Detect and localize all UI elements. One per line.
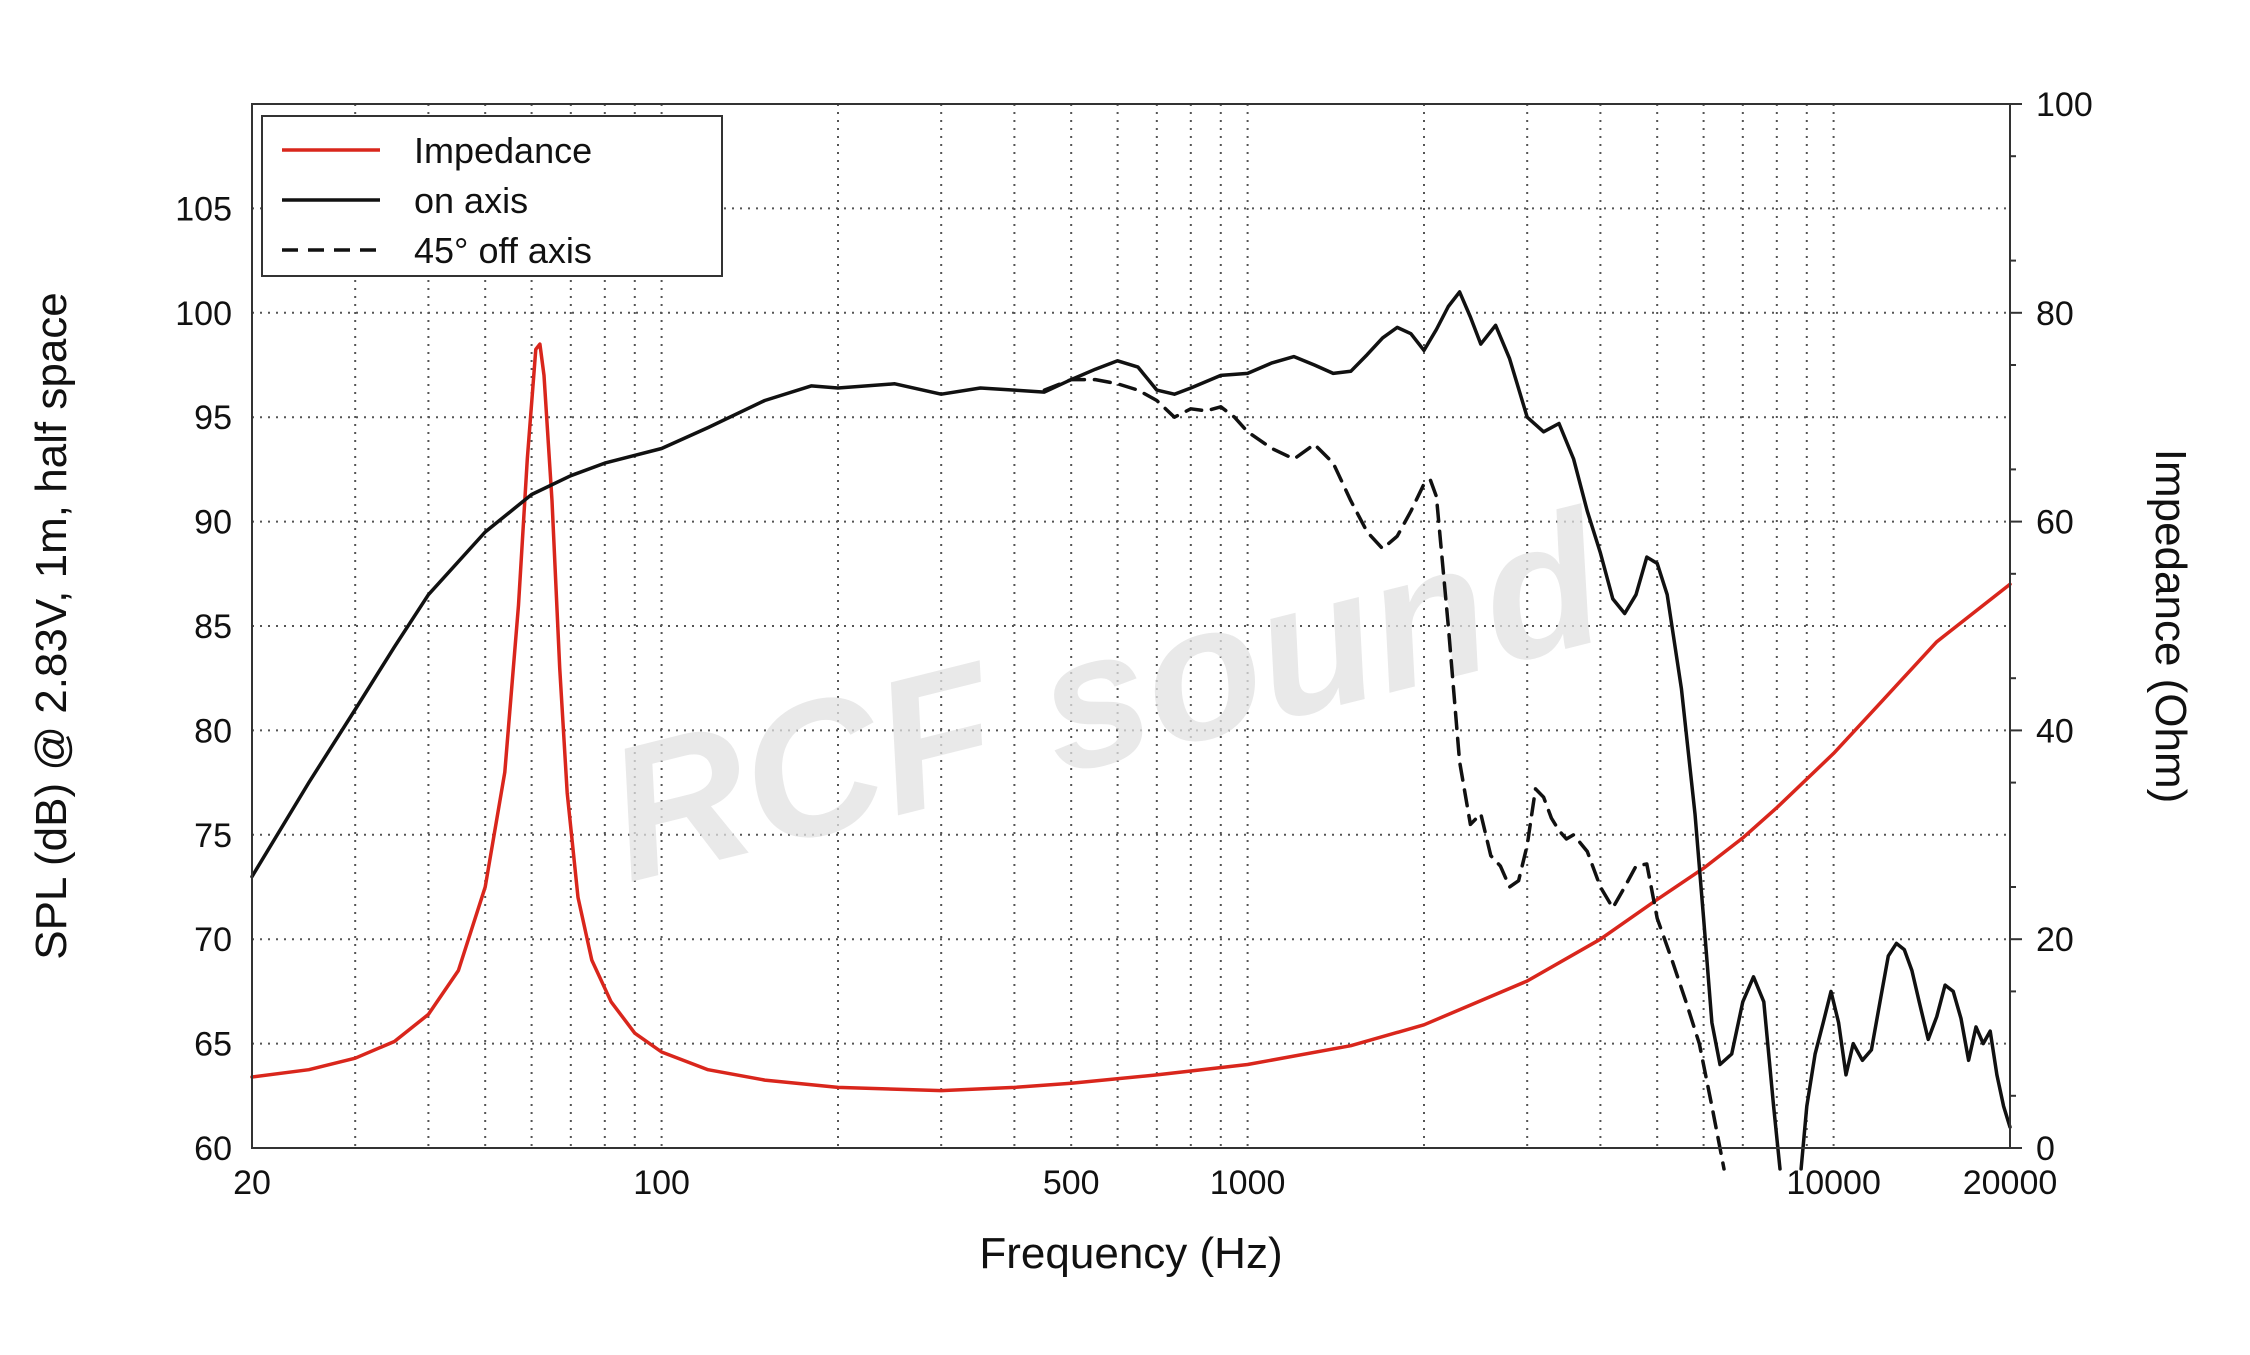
y2-tick-label: 60 bbox=[2036, 504, 2074, 542]
series-group bbox=[250, 290, 2012, 1171]
y-tick-label: 80 bbox=[194, 712, 232, 750]
plot-frame bbox=[251, 103, 2011, 1149]
y-tick-label: 85 bbox=[194, 608, 232, 646]
y-axis-title: SPL (dB) @ 2.83V, 1m, half space bbox=[27, 292, 76, 960]
x-tick-label: 500 bbox=[1043, 1164, 1100, 1202]
series-line-45-off-axis-3 bbox=[1042, 377, 1726, 1171]
y-tick-label: 75 bbox=[194, 817, 232, 855]
y-tick-label: 60 bbox=[194, 1130, 232, 1168]
y2-tick-label: 40 bbox=[2036, 712, 2074, 750]
y-tick-label: 90 bbox=[194, 504, 232, 542]
legend-label: on axis bbox=[414, 180, 528, 221]
y-tick-label: 95 bbox=[194, 399, 232, 437]
series-line-on-axis-1 bbox=[250, 290, 1782, 1171]
x-axis-title: Frequency (Hz) bbox=[979, 1229, 1282, 1278]
legend-label: Impedance bbox=[414, 130, 592, 171]
y-tick-label: 70 bbox=[194, 921, 232, 959]
y2-axis-title: Impedance (Ohm) bbox=[2146, 449, 2195, 804]
y-tick-label: 100 bbox=[175, 295, 232, 333]
y2-tick-label: 0 bbox=[2036, 1130, 2055, 1168]
tick-labels: 20 100 500 1000 10000 20000606570758085909510… bbox=[175, 86, 2092, 1202]
series-line-impedance-0 bbox=[250, 342, 2012, 1093]
x-tick-label: 1000 bbox=[1210, 1164, 1286, 1202]
y2-tick-label: 80 bbox=[2036, 295, 2074, 333]
x-tick-label: 100 bbox=[633, 1164, 690, 1202]
y-tick-label: 65 bbox=[194, 1026, 232, 1064]
series-line-on-axis-2 bbox=[1799, 941, 2012, 1171]
y-tick-label: 105 bbox=[175, 190, 232, 228]
x-tick-label: 10000 bbox=[1786, 1164, 1881, 1202]
x-tick-label: 20000 bbox=[1963, 1164, 2058, 1202]
y2-tick-label: 20 bbox=[2036, 921, 2074, 959]
x-tick-label: 20 bbox=[233, 1164, 271, 1202]
legend-label: 45° off axis bbox=[414, 230, 592, 271]
legend: Impedance on axis 45° off axis bbox=[261, 115, 723, 277]
watermark-logo: RCF sound bbox=[587, 471, 1625, 923]
y2-tick-label: 100 bbox=[2036, 86, 2093, 124]
watermark: RCF sound bbox=[587, 471, 1625, 923]
